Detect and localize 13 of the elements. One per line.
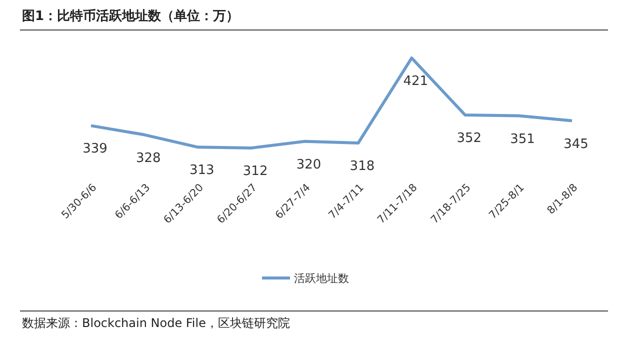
data-label: 328 [136,150,161,166]
chart-title: 图1：比特币活跃地址数（单位：万） [22,8,240,24]
data-label: 318 [350,159,375,174]
data-label: 345 [564,136,588,152]
data-label: 352 [456,130,482,146]
data-label: 313 [189,163,214,178]
data-label: 351 [510,132,535,147]
source-note: 数据来源：Blockchain Node File，区块链研究院 [22,316,290,330]
data-label: 320 [296,157,322,172]
legend-label: 活跃地址数 [294,272,349,285]
data-label: 312 [242,164,268,179]
data-label: 421 [403,74,428,89]
data-label: 339 [82,142,108,157]
